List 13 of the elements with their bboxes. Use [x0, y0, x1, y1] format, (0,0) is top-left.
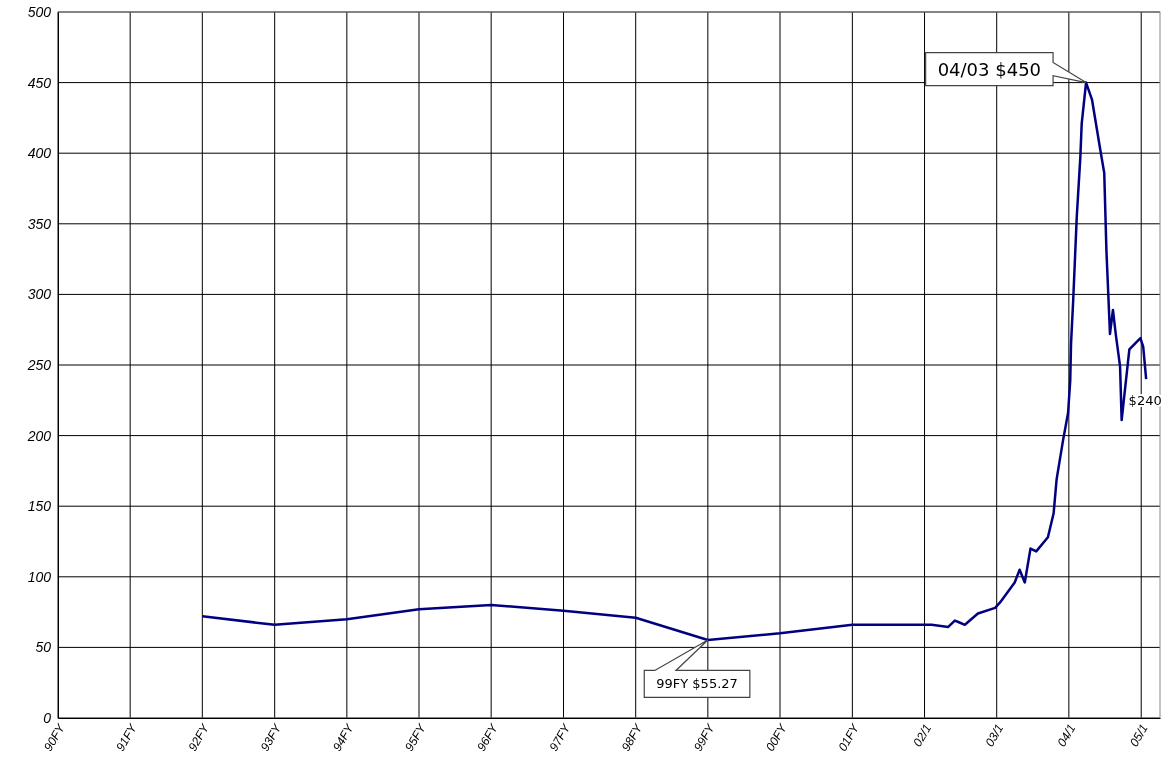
y-tick-label: 100 — [27, 568, 52, 585]
y-tick-label: 150 — [27, 498, 52, 515]
y-tick-label: 500 — [27, 3, 52, 20]
y-tick-label: 450 — [27, 74, 52, 91]
annotation: 04/03 $450 — [937, 58, 1042, 80]
y-tick-label: 0 — [43, 709, 52, 726]
annotation: 99FY $55.27 — [656, 676, 738, 692]
y-tick-label: 400 — [27, 145, 52, 162]
y-tick-label: 200 — [26, 427, 52, 444]
y-tick-label: 50 — [35, 639, 52, 656]
y-tick-label: 300 — [27, 286, 52, 303]
y-tick-label: 250 — [26, 356, 52, 373]
y-tick-label: 350 — [27, 215, 52, 232]
